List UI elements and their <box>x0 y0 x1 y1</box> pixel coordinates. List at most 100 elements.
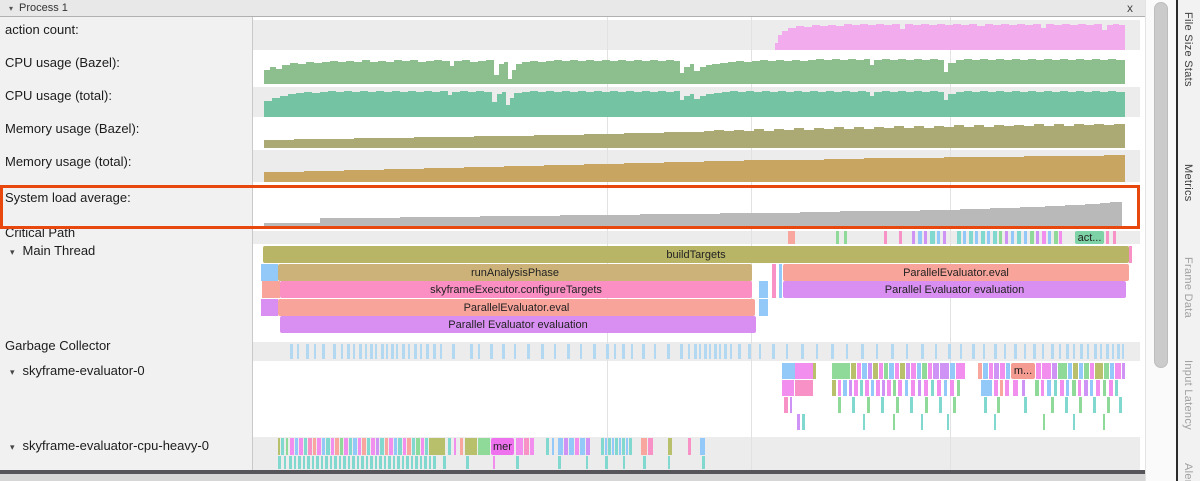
trace-slice[interactable] <box>614 344 616 359</box>
trace-slice[interactable] <box>626 438 628 455</box>
scrollbar-thumb[interactable] <box>1154 2 1168 368</box>
trace-slice[interactable] <box>1066 380 1069 396</box>
trace-slice[interactable] <box>353 344 355 359</box>
trace-slice[interactable] <box>984 397 987 413</box>
trace-slice[interactable] <box>948 344 951 359</box>
trace-slice[interactable] <box>1054 380 1057 396</box>
trace-slice[interactable] <box>278 456 281 469</box>
trace-slice[interactable] <box>937 231 940 244</box>
trace-slice[interactable] <box>1122 363 1125 379</box>
trace-slice[interactable] <box>1014 344 1017 359</box>
trace-slice[interactable] <box>860 380 863 396</box>
trace-slice[interactable] <box>1129 246 1132 263</box>
trace-slice[interactable] <box>939 397 942 413</box>
trace-slice[interactable] <box>433 456 436 469</box>
trace-slice[interactable] <box>411 456 413 469</box>
trace-slice[interactable] <box>846 344 848 359</box>
trace-slice[interactable] <box>1117 344 1120 359</box>
trace-slice[interactable] <box>648 438 653 455</box>
trace-slice[interactable] <box>394 438 397 455</box>
trace-slice[interactable] <box>580 438 585 455</box>
trace-slice[interactable] <box>420 344 422 359</box>
trace-slice[interactable] <box>308 438 312 455</box>
trace-slice[interactable] <box>895 363 899 379</box>
trace-slice[interactable] <box>953 397 956 413</box>
trace-slice[interactable] <box>1103 380 1106 396</box>
row-label-skyframe-evaluator-0[interactable]: ▾ skyframe-evaluator-0 <box>10 363 145 378</box>
trace-slice[interactable] <box>406 456 409 469</box>
trace-slice[interactable] <box>1051 344 1054 359</box>
trace-slice[interactable] <box>641 438 647 455</box>
trace-slice[interactable] <box>1068 363 1072 379</box>
trace-slice[interactable] <box>876 344 878 359</box>
trace-slice[interactable] <box>1119 397 1122 413</box>
trace-slice[interactable] <box>297 344 299 359</box>
trace-slice[interactable] <box>1033 344 1036 359</box>
trace-slice[interactable] <box>1110 363 1114 379</box>
trace-slice[interactable] <box>1096 380 1100 396</box>
trace-slice[interactable] <box>831 344 834 359</box>
collapse-triangle-icon[interactable]: ▾ <box>10 247 15 257</box>
trace-slice-labeled[interactable]: skyframeExecutor.configureTargets <box>280 281 752 298</box>
trace-slice[interactable] <box>379 456 382 469</box>
trace-slice[interactable] <box>443 456 446 469</box>
trace-slice-labeled[interactable]: Parallel Evaluator evaluation <box>280 316 756 333</box>
skyframe-evaluator-cpu-heavy-0-row[interactable] <box>253 456 1145 469</box>
trace-slice[interactable] <box>642 344 645 359</box>
trace-slice[interactable] <box>580 344 582 359</box>
trace-slice[interactable] <box>997 397 1000 413</box>
trace-slice[interactable] <box>918 380 921 396</box>
trace-slice[interactable] <box>370 456 373 469</box>
trace-slice[interactable] <box>527 344 530 359</box>
trace-slice[interactable] <box>358 438 361 455</box>
trace-slice[interactable] <box>615 438 618 455</box>
trace-slice[interactable] <box>1036 231 1039 244</box>
trace-slice[interactable] <box>460 438 463 455</box>
trace-slice[interactable] <box>284 456 286 469</box>
trace-slice[interactable] <box>402 344 405 359</box>
trace-slice[interactable] <box>784 397 788 413</box>
trace-slice[interactable] <box>921 344 924 359</box>
trace-slice[interactable] <box>317 438 321 455</box>
memory-usage-total-chart[interactable] <box>253 150 1145 182</box>
trace-slice[interactable] <box>1017 231 1021 244</box>
skyframe-evaluator-0-row[interactable] <box>253 397 1145 413</box>
tab-input-latency[interactable]: Input Latency <box>1182 360 1194 430</box>
trace-slice[interactable] <box>1113 231 1116 244</box>
trace-slice[interactable] <box>339 456 341 469</box>
trace-slice[interactable] <box>994 414 996 430</box>
trace-slice-labeled[interactable]: runAnalysisPhase <box>278 264 752 281</box>
trace-slice[interactable] <box>298 456 301 469</box>
trace-slice[interactable] <box>397 456 400 469</box>
trace-slice[interactable] <box>312 456 314 469</box>
trace-slice[interactable] <box>1043 414 1045 430</box>
trace-slice[interactable] <box>816 344 818 359</box>
trace-slice[interactable] <box>876 380 880 396</box>
tab-frame-data[interactable]: Frame Data <box>1182 257 1194 319</box>
skyframe-evaluator-cpu-heavy-0-row[interactable]: mer <box>253 438 1145 455</box>
memory-usage-bazel-chart[interactable] <box>253 119 1145 148</box>
trace-slice[interactable] <box>385 438 388 455</box>
trace-slice[interactable] <box>873 363 878 379</box>
trace-slice[interactable] <box>983 344 985 359</box>
trace-slice[interactable] <box>452 344 455 359</box>
trace-slice[interactable] <box>375 344 377 359</box>
trace-slice[interactable] <box>668 456 670 469</box>
trace-slice[interactable] <box>322 438 325 455</box>
trace-slice[interactable] <box>1073 363 1078 379</box>
trace-slice[interactable] <box>1047 380 1051 396</box>
trace-slice[interactable] <box>606 344 609 359</box>
trace-slice[interactable] <box>605 456 608 469</box>
trace-slice[interactable] <box>567 344 570 359</box>
trace-slice[interactable] <box>314 344 316 359</box>
trace-slice[interactable] <box>321 456 323 469</box>
trace-slice[interactable] <box>928 363 932 379</box>
trace-slice[interactable] <box>944 380 947 396</box>
trace-slice[interactable] <box>307 456 310 469</box>
trace-slice[interactable] <box>415 456 418 469</box>
trace-slice[interactable] <box>943 231 946 244</box>
trace-slice[interactable] <box>289 456 292 469</box>
trace-slice[interactable] <box>1013 380 1018 396</box>
trace-slice[interactable] <box>631 344 633 359</box>
trace-slice[interactable] <box>802 414 805 430</box>
